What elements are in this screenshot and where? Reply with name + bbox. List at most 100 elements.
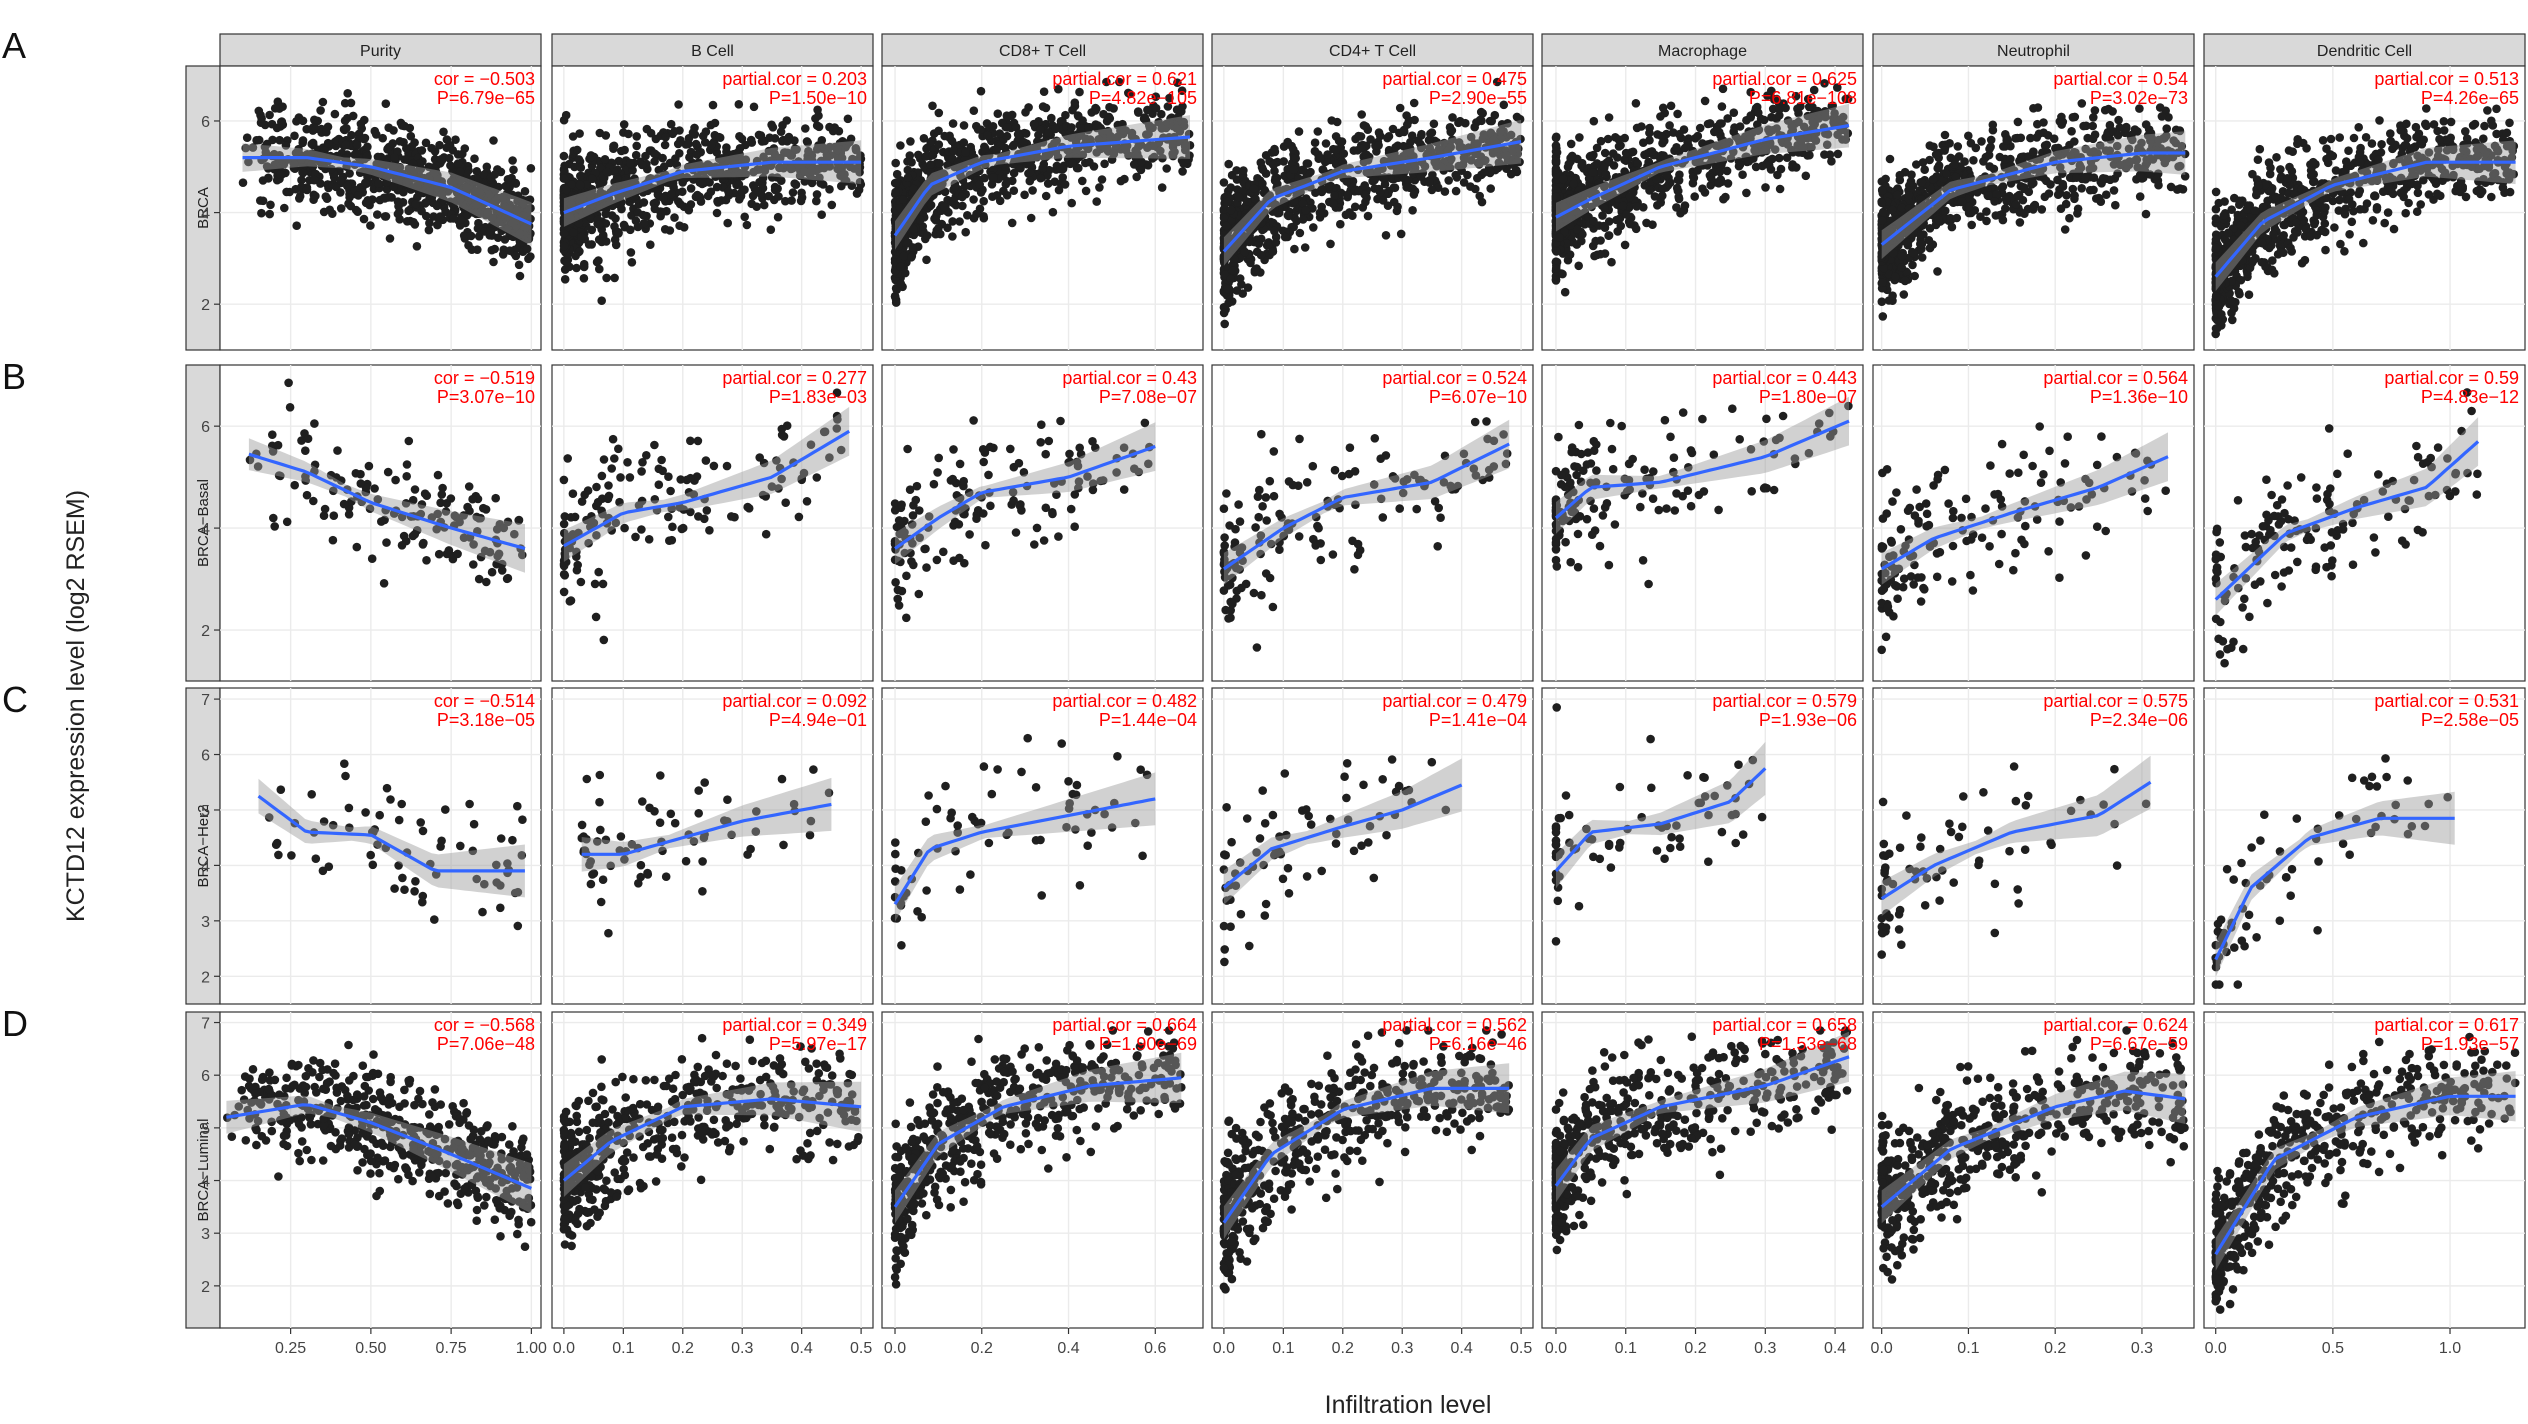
data-point (363, 142, 372, 152)
data-point (915, 215, 925, 225)
data-point (817, 210, 826, 219)
data-point (381, 212, 391, 221)
data-point (673, 139, 683, 149)
data-point (1239, 166, 1248, 175)
data-point (1129, 160, 1139, 169)
data-point (254, 135, 264, 145)
data-point (1735, 160, 1745, 169)
data-point (1399, 127, 1409, 137)
data-point (265, 209, 275, 219)
data-point (1290, 244, 1299, 254)
data-point (914, 150, 923, 160)
data-point (1950, 160, 1959, 169)
data-point (342, 124, 351, 133)
data-point (696, 197, 706, 206)
data-point (639, 198, 649, 207)
data-point (1357, 110, 1366, 119)
y-tick-label: 6 (201, 114, 210, 131)
data-point (922, 255, 931, 265)
data-point (602, 167, 612, 177)
data-point (601, 131, 611, 140)
data-point (1637, 122, 1646, 131)
data-point (684, 139, 693, 149)
data-point (948, 232, 957, 241)
data-point (1389, 183, 1399, 192)
data-point (602, 273, 611, 283)
data-point (706, 140, 716, 150)
data-point (598, 231, 608, 241)
data-point (322, 127, 331, 137)
data-point (1413, 136, 1423, 145)
data-point (788, 188, 798, 197)
data-point (1234, 192, 1244, 202)
data-point (266, 200, 275, 210)
data-point (257, 208, 266, 218)
data-point (1892, 190, 1902, 200)
data-point (1976, 212, 1985, 221)
data-point (782, 116, 792, 125)
data-point (993, 109, 1003, 118)
data-point (969, 195, 978, 204)
data-point (278, 102, 287, 111)
data-point (686, 184, 696, 193)
data-point (1639, 138, 1648, 147)
data-point (1375, 188, 1385, 197)
data-point (1479, 168, 1489, 177)
data-point (579, 262, 589, 272)
data-point (2034, 129, 2044, 139)
data-point (1310, 138, 1320, 147)
data-point (852, 189, 862, 198)
data-point (827, 200, 837, 210)
data-point (617, 204, 626, 214)
data-point (1294, 127, 1304, 136)
data-point (934, 108, 944, 118)
data-point (934, 126, 943, 136)
data-point (983, 130, 992, 140)
data-point (1925, 155, 1934, 165)
data-point (667, 189, 676, 199)
data-point (650, 204, 660, 214)
data-point (801, 124, 810, 133)
data-point (2053, 190, 2063, 199)
data-point (1315, 208, 1325, 218)
data-point (427, 143, 436, 153)
data-point (359, 134, 369, 144)
data-point (336, 204, 346, 213)
data-point (2072, 173, 2081, 182)
data-point (421, 198, 431, 207)
data-point (1298, 165, 1308, 175)
data-point (2015, 218, 2025, 227)
data-point (1631, 99, 1641, 108)
data-point (1652, 175, 1661, 184)
data-point (660, 140, 670, 150)
data-point (670, 213, 679, 222)
data-point (455, 167, 465, 176)
data-point (646, 240, 655, 249)
data-point (948, 119, 958, 128)
data-point (2175, 184, 2185, 193)
data-point (1134, 108, 1143, 117)
data-point (1877, 297, 1887, 307)
correlation-label: partial.cor = 0.621 (1052, 69, 1197, 89)
data-point (614, 228, 623, 237)
data-point (352, 148, 361, 158)
data-point (2020, 184, 2029, 194)
data-point (421, 138, 431, 148)
data-point (754, 130, 764, 140)
data-point (1007, 218, 1017, 228)
data-point (969, 106, 979, 115)
data-point (1224, 298, 1233, 308)
data-point (949, 146, 958, 155)
data-point (1402, 183, 1411, 192)
data-point (357, 124, 367, 133)
data-point (346, 98, 356, 108)
data-point (1925, 224, 1935, 233)
data-point (1249, 184, 1259, 193)
data-point (1564, 159, 1574, 169)
data-point (295, 194, 304, 203)
data-point (734, 180, 744, 189)
data-point (1551, 156, 1561, 166)
data-point (1552, 132, 1561, 142)
data-point (594, 220, 604, 229)
data-point (1506, 169, 1516, 179)
